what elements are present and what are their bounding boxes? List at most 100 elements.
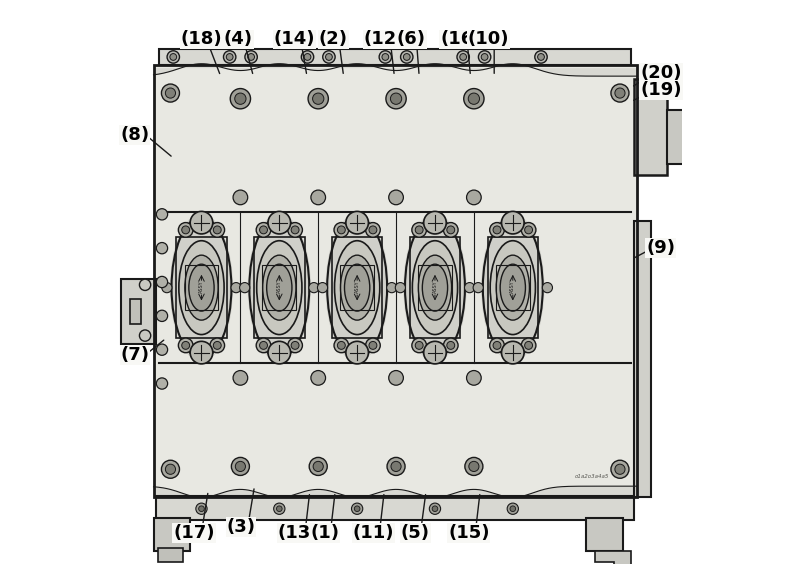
Circle shape — [395, 283, 406, 293]
Circle shape — [182, 226, 190, 234]
Circle shape — [401, 51, 413, 63]
Bar — [156, 496, 634, 520]
Circle shape — [256, 223, 271, 237]
Ellipse shape — [481, 214, 545, 362]
Ellipse shape — [170, 214, 233, 362]
Circle shape — [334, 223, 349, 237]
Circle shape — [386, 283, 397, 293]
Circle shape — [351, 503, 362, 514]
Circle shape — [538, 54, 544, 60]
Circle shape — [240, 283, 250, 293]
Text: (13): (13) — [278, 524, 319, 542]
Circle shape — [326, 54, 332, 60]
Circle shape — [615, 88, 625, 98]
Circle shape — [309, 457, 327, 475]
Text: (5): (5) — [401, 524, 430, 542]
Circle shape — [178, 223, 193, 237]
Circle shape — [214, 226, 222, 234]
Circle shape — [534, 51, 547, 63]
Ellipse shape — [326, 214, 389, 362]
Circle shape — [156, 378, 168, 389]
Circle shape — [302, 51, 314, 63]
Text: (14): (14) — [274, 30, 315, 49]
Circle shape — [412, 338, 426, 352]
Polygon shape — [594, 551, 631, 564]
Text: (20): (20) — [640, 64, 682, 82]
Circle shape — [233, 371, 248, 385]
Circle shape — [308, 89, 328, 109]
Text: (4): (4) — [224, 30, 253, 49]
Circle shape — [369, 226, 377, 234]
Circle shape — [415, 341, 423, 349]
Circle shape — [304, 54, 311, 60]
Bar — [154, 65, 637, 497]
Bar — [121, 279, 156, 344]
Circle shape — [346, 212, 369, 234]
Circle shape — [346, 341, 369, 364]
Text: (1): (1) — [310, 524, 339, 542]
Circle shape — [313, 93, 324, 104]
Circle shape — [403, 54, 410, 60]
Circle shape — [309, 283, 319, 293]
Circle shape — [525, 226, 533, 234]
Circle shape — [615, 464, 625, 474]
Circle shape — [291, 226, 299, 234]
Ellipse shape — [257, 241, 302, 334]
Ellipse shape — [500, 264, 526, 311]
Circle shape — [387, 457, 405, 475]
Bar — [154, 518, 190, 551]
Circle shape — [334, 338, 349, 352]
Bar — [684, 118, 696, 152]
Circle shape — [379, 51, 391, 63]
Circle shape — [170, 54, 177, 60]
Bar — [666, 110, 684, 164]
Text: (18): (18) — [181, 30, 222, 49]
Ellipse shape — [262, 255, 296, 320]
Circle shape — [288, 223, 302, 237]
Circle shape — [382, 54, 389, 60]
Circle shape — [226, 54, 233, 60]
Circle shape — [465, 457, 483, 475]
Ellipse shape — [496, 255, 530, 320]
Circle shape — [611, 460, 629, 478]
Circle shape — [182, 341, 190, 349]
Circle shape — [268, 341, 290, 364]
Circle shape — [415, 226, 423, 234]
Circle shape — [522, 223, 536, 237]
Circle shape — [178, 338, 193, 352]
Circle shape — [156, 310, 168, 321]
Bar — [340, 265, 374, 310]
Circle shape — [230, 89, 250, 109]
Circle shape — [139, 279, 150, 290]
Circle shape — [465, 283, 474, 293]
Circle shape — [231, 457, 250, 475]
Circle shape — [268, 212, 290, 234]
Circle shape — [338, 226, 346, 234]
Circle shape — [291, 341, 299, 349]
Circle shape — [490, 223, 504, 237]
Circle shape — [223, 51, 236, 63]
Bar — [410, 237, 460, 338]
Circle shape — [235, 461, 246, 472]
Ellipse shape — [179, 241, 224, 334]
Text: (10): (10) — [468, 30, 510, 49]
Text: (2): (2) — [319, 30, 348, 49]
Circle shape — [432, 506, 438, 512]
Circle shape — [430, 503, 441, 514]
Circle shape — [338, 341, 346, 349]
Ellipse shape — [412, 241, 458, 334]
Circle shape — [457, 51, 470, 63]
Circle shape — [478, 51, 491, 63]
Ellipse shape — [345, 264, 370, 311]
Ellipse shape — [403, 214, 466, 362]
Circle shape — [322, 51, 335, 63]
Text: (11): (11) — [353, 524, 394, 542]
Circle shape — [313, 461, 323, 472]
Text: o1a2o3a4a5: o1a2o3a4a5 — [575, 474, 610, 479]
Bar — [418, 265, 452, 310]
Circle shape — [162, 460, 179, 478]
Circle shape — [311, 371, 326, 385]
Ellipse shape — [418, 255, 452, 320]
Circle shape — [259, 226, 267, 234]
Circle shape — [233, 190, 248, 205]
